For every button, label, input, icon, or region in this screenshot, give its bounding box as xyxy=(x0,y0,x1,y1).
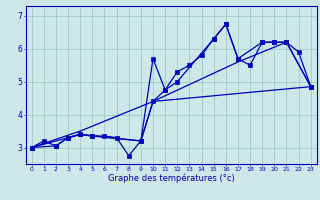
X-axis label: Graphe des températures (°c): Graphe des températures (°c) xyxy=(108,173,235,183)
